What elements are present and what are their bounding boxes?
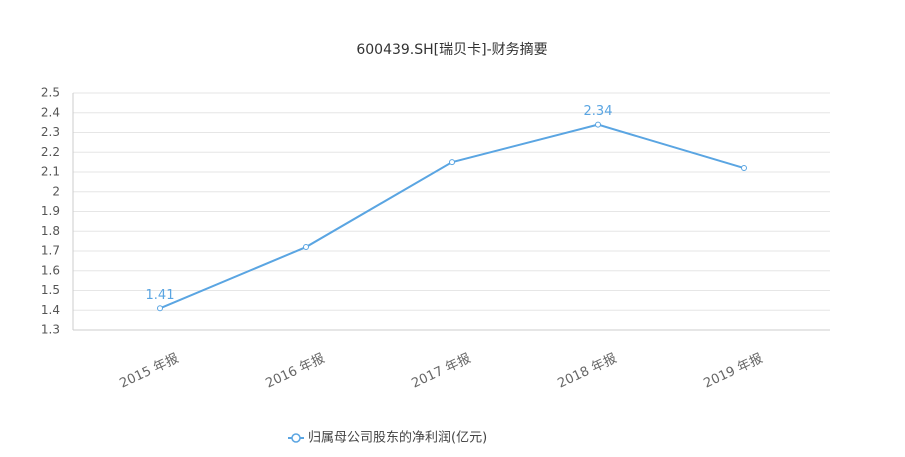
x-tick-label: 2015 年报: [118, 351, 182, 391]
data-label: 1.41: [146, 288, 175, 303]
data-point: [595, 121, 601, 128]
y-tick-label: 1.6: [41, 263, 60, 277]
y-tick-label: 2.3: [41, 125, 60, 139]
y-tick-label: 2.1: [41, 165, 60, 179]
legend-marker: [291, 433, 301, 443]
x-tick-label: 2016 年报: [264, 351, 328, 391]
y-tick-label: 1.3: [41, 323, 60, 337]
y-tick-label: 1.4: [41, 303, 60, 317]
y-tick-label: 2.2: [41, 145, 60, 159]
y-tick-label: 1.5: [41, 283, 60, 297]
data-label: 2.34: [584, 104, 613, 119]
y-tick-label: 2.4: [41, 105, 60, 119]
data-point: [449, 159, 455, 166]
y-tick-label: 1.9: [41, 204, 60, 218]
x-tick-label: 2017 年报: [410, 351, 474, 391]
y-tick-label: 1.7: [41, 244, 60, 258]
legend-label: 归属母公司股东的净利润(亿元): [308, 430, 487, 446]
y-tick-label: 2.5: [41, 86, 60, 100]
data-point: [157, 305, 163, 312]
chart-title: 600439.SH[瑞贝卡]-财务摘要: [356, 41, 547, 58]
x-tick-label: 2019 年报: [702, 351, 766, 391]
data-point: [303, 244, 309, 251]
x-tick-label: 2018 年报: [556, 351, 620, 391]
data-point: [741, 165, 747, 172]
y-tick-label: 2: [52, 184, 60, 198]
y-tick-label: 1.8: [41, 224, 60, 238]
